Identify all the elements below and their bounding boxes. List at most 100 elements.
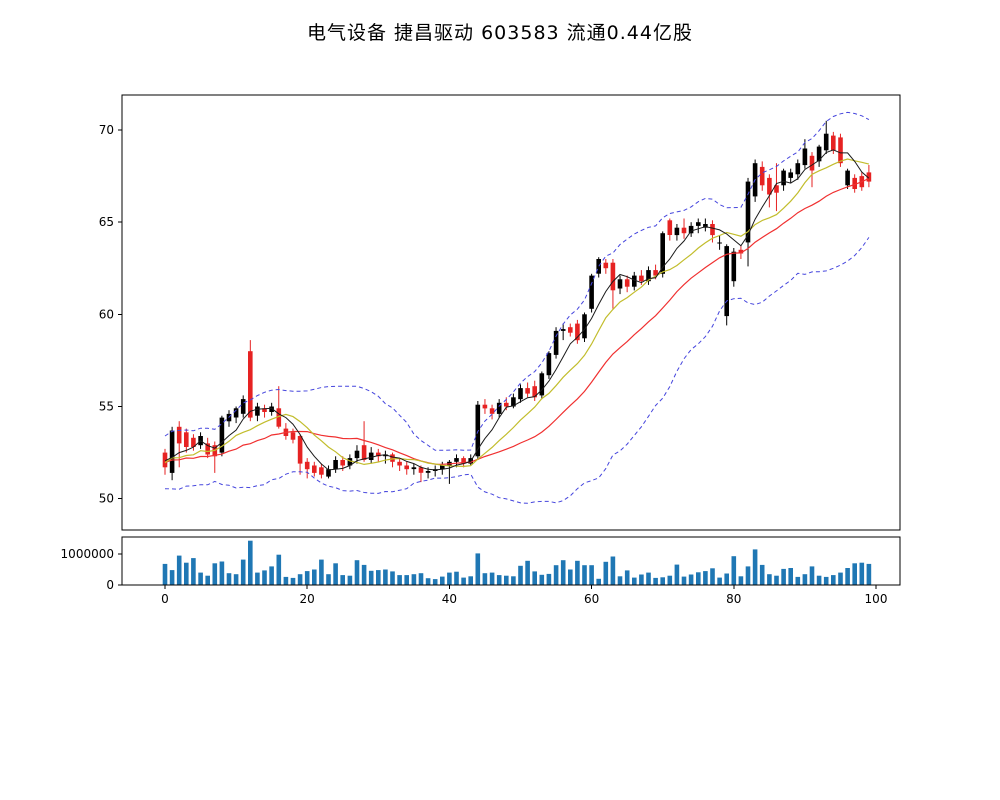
candle-body — [333, 460, 338, 470]
candle-body — [184, 432, 189, 447]
candle-body — [518, 388, 523, 400]
candle-body — [667, 220, 673, 235]
volume-bar — [774, 575, 779, 585]
volume-bar — [198, 572, 203, 585]
volume-bar — [368, 570, 374, 585]
volume-bar — [482, 573, 488, 585]
volume-bar — [703, 571, 708, 585]
candle-body — [176, 426, 182, 444]
volume-bar — [560, 560, 566, 585]
volume-bar — [823, 576, 829, 585]
candle-body — [582, 314, 587, 339]
volume-bar — [852, 563, 857, 585]
volume-bar — [674, 564, 680, 585]
volume-bar — [169, 570, 175, 585]
volume-bar — [304, 571, 310, 585]
volume-bar — [759, 564, 765, 585]
volume-bar — [297, 574, 303, 585]
candle-body — [233, 408, 239, 418]
volume-bar — [525, 560, 530, 585]
volume-bar — [425, 578, 431, 585]
candle-body — [461, 458, 466, 464]
candle-body — [632, 275, 637, 287]
volume-bar — [404, 575, 409, 585]
candle-body — [219, 417, 225, 453]
candle-body — [831, 135, 836, 151]
candle-body — [624, 279, 630, 287]
candle-body — [745, 181, 751, 243]
volume-bar — [390, 571, 395, 585]
candle-body — [376, 452, 381, 457]
candle-body — [795, 163, 801, 175]
candle-body — [496, 402, 502, 414]
volume-bar — [788, 568, 793, 585]
volume-bar — [553, 565, 559, 585]
candle-body — [525, 388, 530, 394]
volume-bar — [738, 576, 744, 585]
candle-body — [425, 471, 431, 473]
volume-bar — [653, 577, 658, 585]
candle-body — [511, 397, 516, 407]
candle-body — [162, 452, 168, 468]
volume-bar — [269, 566, 274, 585]
volume-bar — [532, 571, 537, 585]
candle-body — [589, 275, 594, 309]
bollinger-lower-line — [164, 237, 870, 504]
candles-layer — [162, 120, 872, 484]
volume-bar — [361, 564, 367, 585]
bollinger-upper-line — [164, 111, 870, 451]
volume-bar — [539, 574, 545, 585]
volume-bar — [767, 574, 772, 585]
volume-bar — [340, 575, 345, 585]
volume-bar — [809, 566, 815, 585]
volume-bar — [233, 574, 239, 585]
volume-bar — [589, 565, 594, 585]
candle-body — [326, 469, 331, 477]
candle-body — [724, 246, 729, 317]
volume-bar — [496, 575, 502, 585]
candle-body — [610, 262, 616, 291]
candle-body — [845, 170, 850, 186]
x-axis-tick-label: 80 — [726, 592, 741, 606]
volume-bar — [731, 556, 737, 585]
candle-body — [674, 227, 680, 236]
volume-bars-layer — [162, 540, 872, 585]
candle-body — [205, 443, 210, 455]
candle-body — [852, 177, 857, 189]
candle-body — [539, 373, 545, 396]
candle-body — [802, 148, 808, 166]
x-axis-tick-label: 20 — [300, 592, 315, 606]
candle-body — [532, 386, 537, 398]
volume-bar — [383, 569, 388, 585]
candle-body — [596, 259, 601, 274]
volume-bar — [283, 576, 289, 585]
volume-bar — [859, 562, 865, 585]
candle-body — [240, 399, 246, 414]
volume-bar — [596, 578, 601, 585]
volume-bar — [603, 561, 609, 585]
volume-bar — [440, 576, 445, 585]
volume-bar — [582, 565, 587, 585]
candle-body — [475, 404, 481, 457]
volume-bar — [710, 568, 715, 585]
volume-bar — [660, 577, 665, 585]
volume-bar — [468, 576, 473, 585]
candle-body — [703, 224, 708, 228]
candle-body — [759, 166, 765, 186]
volume-bar — [411, 574, 417, 585]
candle-body — [781, 170, 786, 186]
volume-bar — [667, 575, 673, 585]
candle-body — [312, 465, 317, 473]
candle-body — [354, 450, 360, 459]
volume-bar — [681, 576, 687, 585]
volume-axis-tick-label: 1000000 — [61, 547, 114, 561]
price-axis-tick-label: 60 — [99, 307, 114, 321]
volume-bar — [255, 572, 260, 585]
candle-body — [838, 137, 843, 164]
x-axis-tick-label: 60 — [584, 592, 599, 606]
volume-bar — [319, 559, 324, 585]
candle-body — [639, 275, 644, 282]
volume-bar — [312, 569, 317, 585]
candle-body — [809, 155, 815, 171]
